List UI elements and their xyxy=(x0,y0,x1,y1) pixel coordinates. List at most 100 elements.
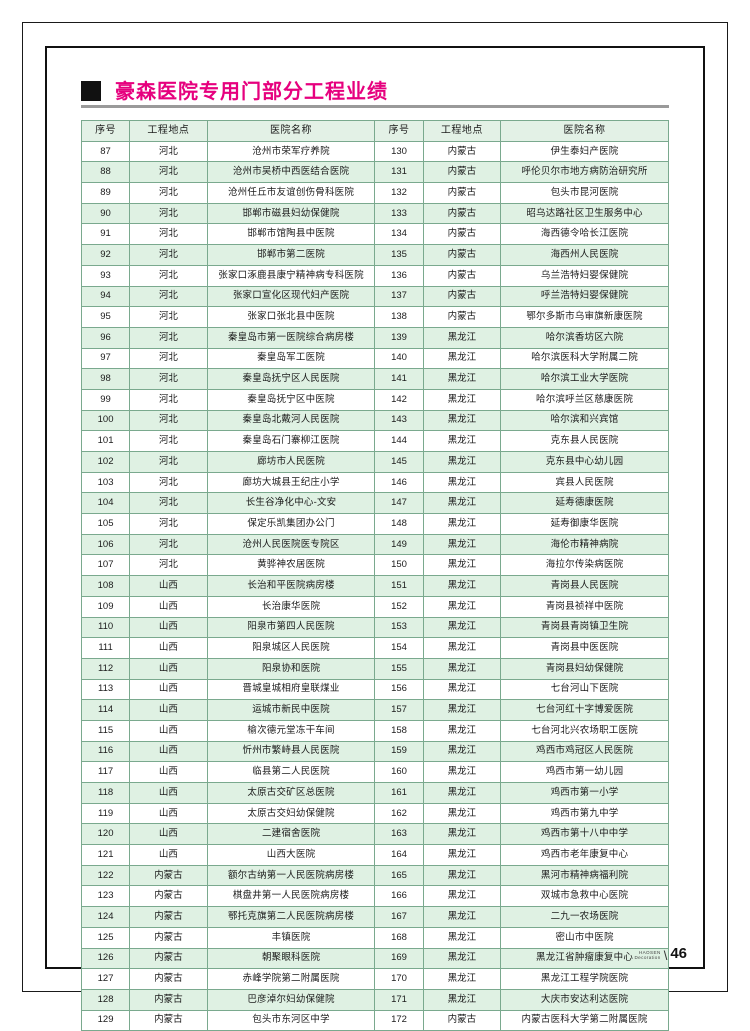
cell-index-left: 123 xyxy=(80,885,131,908)
cell-hospital-right: 黑河市精神病福利院 xyxy=(500,864,669,887)
table-row: 91 河北 邯郸市馆陶县中医院 134 内蒙古 海西德令哈长江医院 xyxy=(80,223,669,246)
cell-index-left: 87 xyxy=(80,140,131,163)
cell-location-right: 黑龙江 xyxy=(422,616,502,639)
cell-hospital-left: 临县第二人民医院 xyxy=(206,761,376,783)
cell-index-right: 150 xyxy=(374,554,424,577)
cell-index-left: 96 xyxy=(80,326,131,349)
cell-location-right: 黑龙江 xyxy=(422,657,502,680)
cell-index-left: 103 xyxy=(80,471,131,494)
cell-index-right: 141 xyxy=(374,368,424,390)
cell-hospital-right: 大庆市安达利达医院 xyxy=(500,988,669,1011)
cell-hospital-left: 赤峰学院第二附属医院 xyxy=(206,968,376,990)
table-row: 99 河北 秦皇岛抚宁区中医院 142 黑龙江 哈尔滨呼兰区慈康医院 xyxy=(80,388,669,411)
cell-hospital-right: 内蒙古医科大学第二附属医院 xyxy=(500,1009,669,1031)
cell-location-right: 内蒙古 xyxy=(422,182,502,204)
cell-index-right: 168 xyxy=(374,926,424,949)
cell-location-right: 黑龙江 xyxy=(422,451,502,473)
cell-location-right: 内蒙古 xyxy=(422,140,502,163)
cell-location-right: 内蒙古 xyxy=(422,223,502,246)
cell-location-left: 河北 xyxy=(129,451,208,473)
cell-index-left: 111 xyxy=(80,637,131,659)
cell-hospital-right: 昭乌达路社区卫生服务中心 xyxy=(500,202,669,225)
cell-hospital-right: 青岗县中医医院 xyxy=(500,637,669,659)
table-row: 120 山西 二建宿舍医院 163 黑龙江 鸡西市第十八中中学 xyxy=(80,823,669,846)
cell-hospital-left: 张家口张北县中医院 xyxy=(206,306,376,328)
table-row: 122 内蒙古 额尔古纳第一人民医院病房楼 165 黑龙江 黑河市精神病福利院 xyxy=(80,864,669,887)
cell-index-right: 154 xyxy=(374,637,424,659)
table-head: 序号 工程地点 医院名称 序号 工程地点 医院名称 xyxy=(80,120,669,142)
page-content: 豪森医院专用门部分工程业绩 序号 工程地点 医院名称 序号 xyxy=(47,48,703,1031)
cell-hospital-left: 阳泉协和医院 xyxy=(206,657,376,680)
cell-index-left: 128 xyxy=(80,988,131,1011)
table-row: 98 河北 秦皇岛抚宁区人民医院 141 黑龙江 哈尔滨工业大学医院 xyxy=(80,368,669,390)
cell-hospital-right: 鸡西市老年康复中心 xyxy=(500,844,669,866)
brand-mark: HAOSEN Decoration xyxy=(634,951,660,961)
cell-hospital-left: 黄骅神农居医院 xyxy=(206,554,376,577)
header-index-right: 序号 xyxy=(374,120,424,142)
cell-index-right: 147 xyxy=(374,492,424,515)
table-row: 109 山西 长治康华医院 152 黑龙江 青岗县祯祥中医院 xyxy=(80,595,669,618)
cell-location-right: 黑龙江 xyxy=(422,326,502,349)
cell-hospital-right: 七台河北兴农场职工医院 xyxy=(500,719,669,742)
cell-location-right: 黑龙江 xyxy=(422,802,502,825)
header-location-left: 工程地点 xyxy=(129,120,208,142)
cell-hospital-left: 朝聚眼科医院 xyxy=(206,947,376,970)
table-row: 118 山西 太原古交矿区总医院 161 黑龙江 鸡西市第一小学 xyxy=(80,782,669,804)
table-row: 129 内蒙古 包头市东河区中学 172 内蒙古 内蒙古医科大学第二附属医院 xyxy=(80,1009,669,1031)
cell-location-right: 内蒙古 xyxy=(422,264,502,287)
cell-index-right: 137 xyxy=(374,285,424,308)
cell-index-left: 98 xyxy=(80,368,131,390)
cell-index-right: 156 xyxy=(374,678,424,701)
cell-location-right: 黑龙江 xyxy=(422,885,502,908)
cell-index-right: 152 xyxy=(374,595,424,618)
cell-index-right: 133 xyxy=(374,202,424,225)
cell-hospital-left: 丰镇医院 xyxy=(206,926,376,949)
cell-hospital-left: 长治康华医院 xyxy=(206,595,376,618)
cell-index-left: 112 xyxy=(80,657,131,680)
header-location-right: 工程地点 xyxy=(422,120,502,142)
cell-location-right: 黑龙江 xyxy=(422,988,502,1011)
cell-location-left: 内蒙古 xyxy=(129,926,208,949)
cell-location-right: 内蒙古 xyxy=(422,306,502,328)
cell-location-left: 河北 xyxy=(129,492,208,515)
cell-index-right: 158 xyxy=(374,719,424,742)
cell-hospital-left: 阳泉市第四人民医院 xyxy=(206,616,376,639)
cell-location-right: 黑龙江 xyxy=(422,926,502,949)
table-body: 87 河北 沧州市荣军疗养院 130 内蒙古 伊生泰妇产医院 88 河北 沧州市吴桥中西医结合医… xyxy=(80,140,669,1031)
cell-index-right: 149 xyxy=(374,533,424,556)
cell-hospital-right: 伊生泰妇产医院 xyxy=(500,140,669,163)
cell-location-left: 山西 xyxy=(129,616,208,639)
cell-location-right: 黑龙江 xyxy=(422,699,502,721)
cell-hospital-right: 青岗县妇幼保健院 xyxy=(500,657,669,680)
performance-table: 序号 工程地点 医院名称 序号 工程地点 医院名称 87 河北 沧州市荣军疗养院 13… xyxy=(80,120,669,1031)
cell-location-left: 河北 xyxy=(129,285,208,308)
table-row: 126 内蒙古 朝聚眼科医院 169 黑龙江 黑龙江省肿瘤康复中心 xyxy=(80,947,669,970)
cell-index-right: 169 xyxy=(374,947,424,970)
table-row: 106 河北 沧州人民医院医专院区 149 黑龙江 海伦市精神病院 xyxy=(80,533,669,556)
cell-hospital-left: 棋盘井第一人民医院病房楼 xyxy=(206,885,376,908)
cell-hospital-left: 张家口涿鹿县康宁精神病专科医院 xyxy=(206,264,376,287)
cell-index-left: 126 xyxy=(80,947,131,970)
cell-location-left: 内蒙古 xyxy=(129,988,208,1011)
cell-hospital-right: 鸡西市第九中学 xyxy=(500,802,669,825)
cell-location-left: 河北 xyxy=(129,554,208,577)
cell-index-right: 134 xyxy=(374,223,424,246)
cell-hospital-left: 秦皇岛石门寨柳江医院 xyxy=(206,430,376,452)
cell-hospital-right: 呼兰浩特妇婴保健院 xyxy=(500,285,669,308)
cell-index-left: 124 xyxy=(80,906,131,928)
cell-hospital-left: 榆次德元堂冻干车间 xyxy=(206,719,376,742)
table-row: 107 河北 黄骅神农居医院 150 黑龙江 海拉尔传染病医院 xyxy=(80,554,669,577)
table-row: 108 山西 长治和平医院病房楼 151 黑龙江 青岗县人民医院 xyxy=(80,575,669,597)
cell-index-left: 94 xyxy=(80,285,131,308)
cell-hospital-left: 沧州市荣军疗养院 xyxy=(206,140,376,163)
cell-index-right: 160 xyxy=(374,761,424,783)
table-row: 127 内蒙古 赤峰学院第二附属医院 170 黑龙江 黑龙江工程学院医院 xyxy=(80,968,669,990)
cell-location-right: 黑龙江 xyxy=(422,388,502,411)
table-row: 113 山西 晋城皇城相府皇联煤业 156 黑龙江 七台河山下医院 xyxy=(80,678,669,701)
table-row: 105 河北 保定乐凯集团办公门 148 黑龙江 延寿御康华医院 xyxy=(80,513,669,535)
cell-location-right: 黑龙江 xyxy=(422,595,502,618)
cell-hospital-left: 晋城皇城相府皇联煤业 xyxy=(206,678,376,701)
page-title: 豪森医院专用门部分工程业绩 xyxy=(115,79,388,103)
cell-location-right: 黑龙江 xyxy=(422,823,502,846)
